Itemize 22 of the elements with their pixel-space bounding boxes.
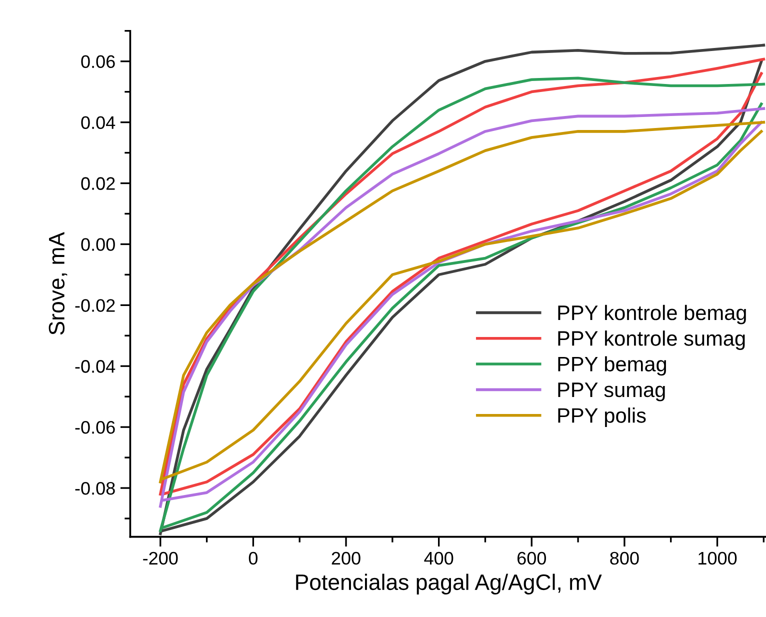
y-tick-label: 0.04 — [81, 116, 116, 130]
y-tick-label: 0.00 — [81, 238, 115, 251]
legend-label: PPY bemag — [558, 356, 666, 376]
legend-label: PPY polis — [558, 408, 646, 427]
x-tick-label: 400 — [424, 552, 454, 565]
y-tick-label: -0.08 — [75, 482, 115, 495]
legend-label: PPY kontrole bemag — [558, 304, 746, 324]
y-tick-label: -0.04 — [75, 360, 116, 373]
y-tick-label: 0.06 — [81, 55, 115, 68]
y-axis-title: Srove, mA — [48, 232, 68, 335]
x-tick-label: -200 — [143, 552, 178, 565]
x-tick-label: 200 — [332, 552, 360, 565]
x-tick-label: 800 — [610, 552, 639, 565]
x-tick-label: 1000 — [698, 552, 737, 565]
y-tick-label: -0.06 — [75, 421, 115, 434]
y-tick-label: 0.02 — [81, 177, 115, 190]
x-tick-label: 600 — [518, 552, 546, 565]
legend-label: PPY kontrole sumag — [558, 330, 745, 350]
x-axis-title: Potencialas pagal Ag/AgCl, mV — [296, 574, 602, 594]
legend-label: PPY sumag — [558, 382, 665, 402]
x-tick-label: 0 — [248, 552, 258, 565]
y-tick-label: -0.02 — [75, 299, 115, 312]
